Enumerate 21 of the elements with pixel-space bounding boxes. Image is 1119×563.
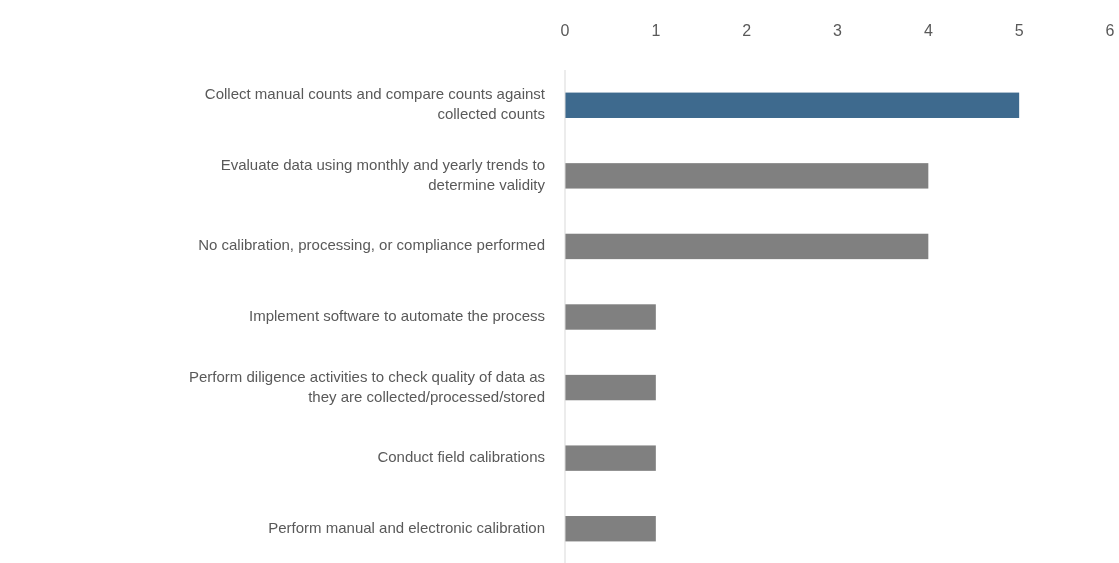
x-tick-label: 0 [560, 22, 570, 39]
y-tick-label: Perform diligence activities to check quality of data as they are collected/processed/stored [188, 367, 545, 405]
bar [565, 516, 656, 542]
bar [565, 92, 1020, 118]
x-tick-label: 6 [1105, 22, 1115, 39]
bar [565, 233, 929, 260]
x-tick-label: 5 [1014, 22, 1024, 39]
bar [565, 304, 656, 330]
x-tick-label: 4 [923, 22, 933, 39]
bar [565, 445, 656, 471]
bar [565, 374, 656, 401]
x-tick-label: 3 [833, 22, 843, 39]
y-tick-label: Implement software to automate the process [249, 306, 545, 324]
x-tick-label: 2 [742, 22, 752, 39]
y-tick-label: No calibration, processing, or compliance performed [198, 236, 545, 254]
y-tick-label: Perform manual and electronic calibration [268, 518, 545, 536]
bar [565, 163, 929, 189]
x-tick-label: 1 [651, 22, 661, 39]
y-tick-label: Collect manual counts and compare counts against collected counts [204, 85, 546, 123]
y-tick-label: Evaluate data using monthly and yearly trends to determine validity [220, 155, 546, 193]
y-tick-label: Conduct field calibrations [377, 448, 545, 466]
